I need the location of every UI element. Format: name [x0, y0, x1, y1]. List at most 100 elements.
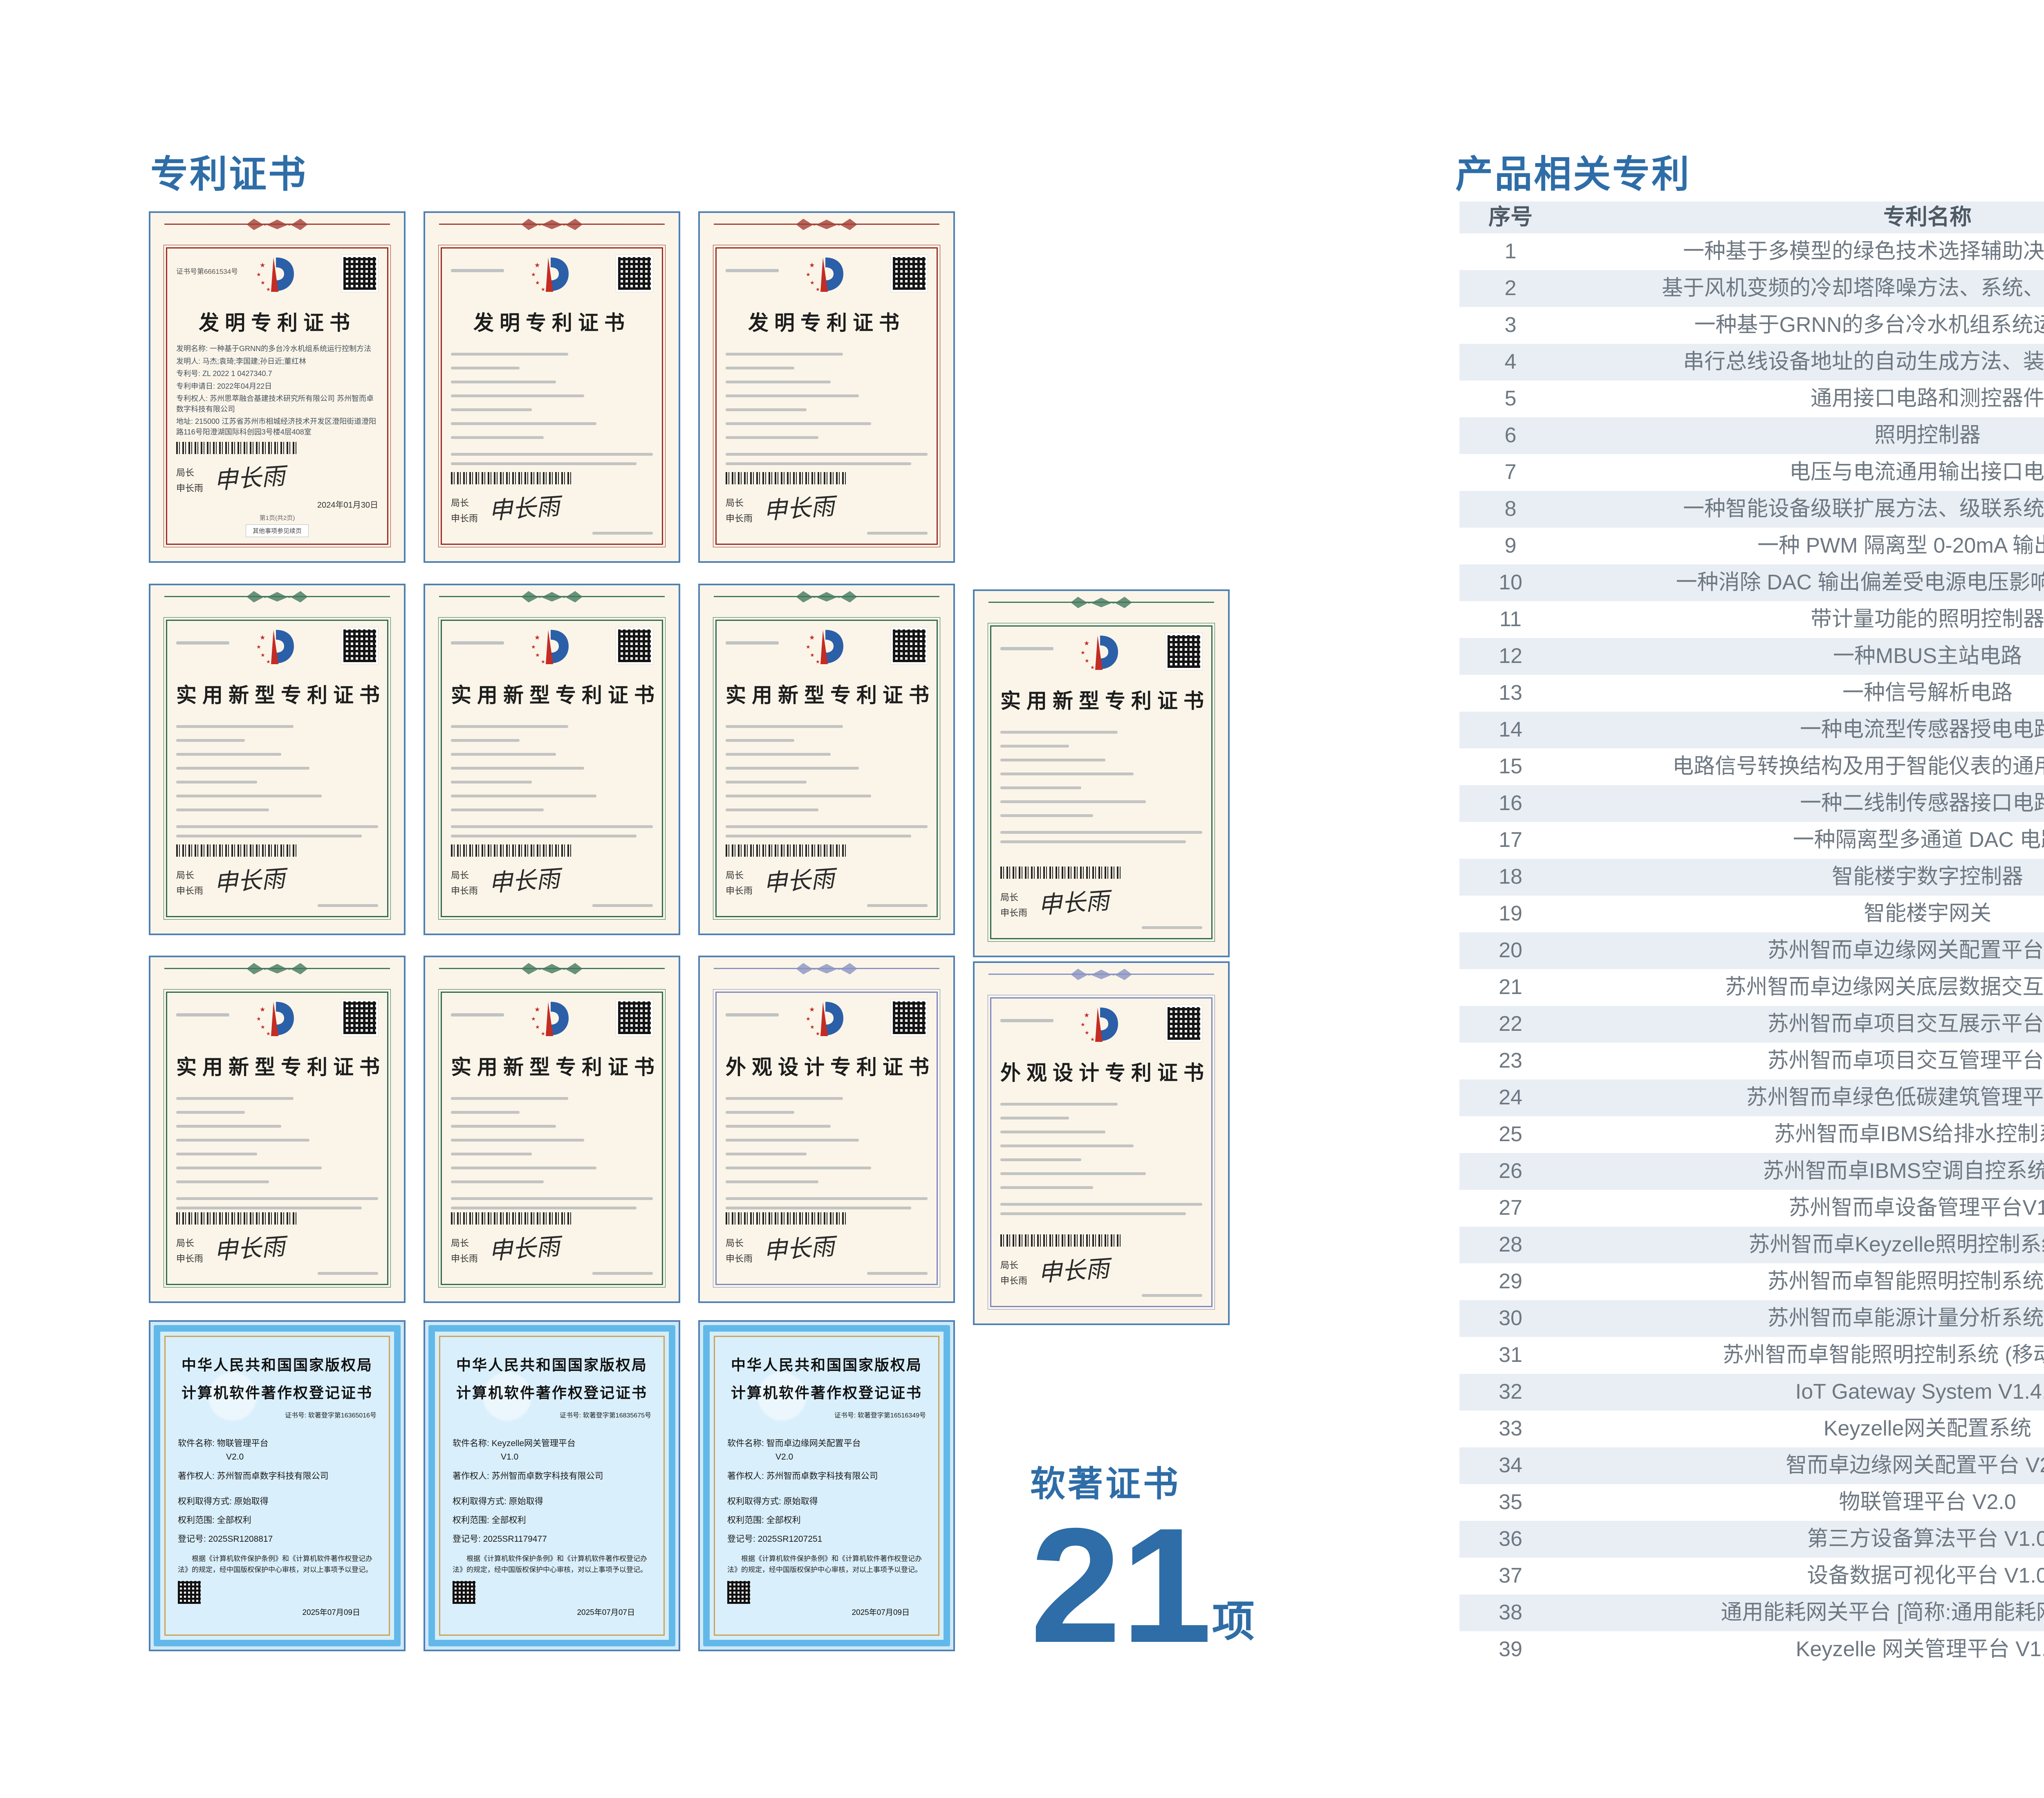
software-copyright-count-block: 软著证书 21 项 — [1030, 1455, 1284, 1677]
patent-certificate: 证书号第6661534号 ★ ★ ★ ★ 发明专利证书 发明名称: 一种基于GRNN的多台冷… — [149, 211, 406, 563]
certificate-body — [176, 1086, 378, 1210]
signature: 申长雨 — [488, 1232, 561, 1265]
text-line-placeholder — [726, 453, 928, 456]
svg-text:★: ★ — [534, 634, 540, 641]
cell-patent-name: 苏州智而卓边缘网关底层数据交互平台V1.0 — [1725, 975, 2044, 999]
signature: 申长雨 — [762, 1232, 836, 1265]
director-label: 局长 — [726, 1238, 744, 1249]
svg-text:★: ★ — [256, 644, 261, 650]
text-line-placeholder — [176, 767, 310, 770]
cell-index: 33 — [1499, 1417, 1522, 1441]
certificate-title: 实用新型专利证书 — [176, 1055, 385, 1079]
soft-cert-label: 软著证书 — [1030, 1464, 1181, 1504]
certificate-inner-frame: ★ ★ ★ ★ 实用新型专利证书 局长 申长雨 申长雨 — [438, 617, 666, 920]
software-name: 软件名称: 智而卓边缘网关配置平台 — [727, 1439, 861, 1448]
director-label: 局长 — [1000, 1260, 1019, 1271]
cell-patent-name: 苏州智而卓能源计量分析系统V1.0 — [1767, 1306, 2044, 1330]
certificate-number — [726, 641, 779, 645]
text-line-placeholder — [451, 422, 596, 425]
svg-text:★: ★ — [260, 1006, 265, 1013]
date-placeholder — [592, 532, 653, 535]
cell-patent-name: 一种信号解析电路 — [1842, 681, 2013, 705]
svg-text:★: ★ — [1080, 649, 1085, 656]
certificate-head: ★ ★ ★ ★ — [176, 627, 379, 676]
cell-index: 14 — [1499, 718, 1522, 742]
text-line-placeholder — [451, 353, 568, 356]
qr-code — [1165, 1005, 1203, 1042]
text-line-placeholder — [726, 367, 794, 369]
cell-patent-name: 苏州智而卓设备管理平台V1.0 — [1788, 1196, 2044, 1220]
cell-index: 29 — [1499, 1270, 1522, 1294]
patent-certificate: ★ ★ ★ ★ 发明专利证书 局长 申长雨 申长雨 — [698, 211, 955, 563]
signature-row: 局长 申长雨 申长雨 — [176, 459, 378, 496]
date-placeholder — [592, 904, 653, 907]
date-placeholder — [867, 532, 928, 535]
qr-code — [341, 627, 379, 665]
text-line-placeholder — [726, 422, 871, 425]
qr-code — [341, 999, 379, 1037]
cell-patent-name: 一种基于GRNN的多台冷水机组系统运行控制方法 — [1694, 313, 2044, 337]
cell-patent-name: 一种MBUS主站电路 — [1833, 644, 2022, 668]
director-name: 申长雨 — [726, 513, 753, 524]
text-line-placeholder — [726, 381, 831, 383]
cell-index: 22 — [1499, 1012, 1522, 1036]
text-line-placeholder — [176, 808, 269, 811]
column-header-index: 序号 — [1488, 205, 1533, 230]
certificate-body — [1000, 720, 1202, 864]
certificate-body: 发明名称: 一种基于GRNN的多台冷水机组系统运行控制方法 发明人: 马杰;袁琦;… — [176, 342, 378, 439]
border-ornament — [439, 968, 665, 969]
certificate-inner-frame: ★ ★ ★ ★ 实用新型专利证书 局长 申长雨 申长雨 — [988, 623, 1215, 942]
border-ornament — [714, 224, 939, 225]
signature: 申长雨 — [488, 492, 561, 525]
signature: 申长雨 — [1037, 887, 1110, 919]
certificate-body — [451, 1086, 653, 1210]
soft-cert-unit: 项 — [1212, 1598, 1255, 1646]
text-line-placeholder — [176, 753, 281, 756]
certificate-head: ★ ★ ★ ★ — [451, 999, 653, 1048]
table-row: 20苏州智而卓边缘网关配置平台V1.0软著 — [1459, 932, 2044, 969]
cell-index: 9 — [1504, 534, 1517, 558]
soft-cert-count: 21 — [1030, 1494, 1212, 1677]
text-line-placeholder — [451, 453, 653, 456]
border-ornament — [439, 596, 665, 597]
table-row: 21苏州智而卓边缘网关底层数据交互平台V1.0软著 — [1459, 969, 2044, 1006]
cell-patent-name: 串行总线设备地址的自动生成方法、装置和存储介质 — [1683, 350, 2044, 374]
text-line-placeholder — [176, 1153, 257, 1155]
text-line-placeholder — [176, 1125, 281, 1128]
director-name: 申长雨 — [176, 483, 204, 493]
cell-patent-name: 智而卓边缘网关配置平台 V2.0 — [1786, 1453, 2044, 1478]
qr-code — [890, 999, 928, 1037]
svg-text:★: ★ — [266, 287, 271, 292]
cell-index: 35 — [1499, 1490, 1522, 1514]
svg-text:★: ★ — [1084, 640, 1089, 647]
cell-patent-name: 照明控制器 — [1874, 423, 1981, 448]
text-line-placeholder — [176, 1197, 378, 1200]
patent-certificate: ★ ★ ★ ★ 实用新型专利证书 局长 申长雨 申长雨 — [424, 584, 680, 935]
director-label: 局长 — [726, 870, 744, 881]
text-line-placeholder — [176, 825, 378, 828]
table-row: 25苏州智而卓IBMS给排水控制系统软著 — [1459, 1116, 2044, 1153]
certificate-field: 专利申请日: 2022年04月22日 — [176, 382, 272, 390]
cell-index: 25 — [1499, 1122, 1522, 1146]
cnipa-emblem-icon: ★ ★ ★ ★ — [1079, 633, 1124, 674]
cell-patent-name: 苏州智而卓智能照明控制系统V1.0 — [1767, 1270, 2044, 1294]
border-ornament — [714, 968, 939, 969]
cell-index: 39 — [1499, 1637, 1522, 1661]
cell-index: 1 — [1504, 240, 1517, 264]
cell-patent-name: 物联管理平台 V2.0 — [1839, 1490, 2016, 1514]
text-line-placeholder — [726, 1153, 807, 1155]
signature: 申长雨 — [1037, 1254, 1110, 1287]
text-line-placeholder — [726, 1111, 794, 1114]
table-header: 序号 专利名称 专利类型 — [1459, 202, 2044, 233]
signature: 申长雨 — [213, 462, 286, 495]
text-line-placeholder — [1000, 1158, 1081, 1161]
table-row: 11带计量功能的照明控制器实用新型 — [1459, 601, 2044, 638]
svg-text:★: ★ — [1090, 1037, 1095, 1042]
text-line-placeholder — [726, 462, 912, 465]
patent-certificate: ★ ★ ★ ★ 实用新型专利证书 局长 申长雨 申长雨 — [149, 956, 406, 1303]
text-line-placeholder — [1000, 1172, 1146, 1175]
acquisition-method: 权利取得方式: 原始取得 — [178, 1497, 269, 1507]
